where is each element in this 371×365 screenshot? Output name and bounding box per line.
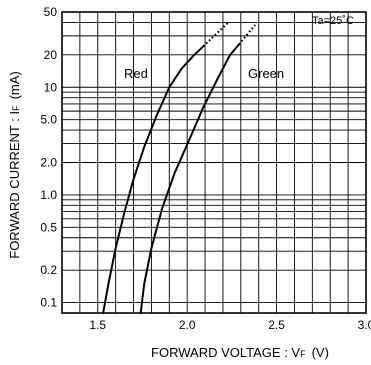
y-tick-label: 0.1: [40, 296, 57, 310]
y-axis-label-unit: (mA): [7, 71, 22, 99]
series-label-red: Red: [124, 66, 148, 81]
x-tick-label: 2.5: [268, 318, 285, 332]
y-tick-label: 0.2: [40, 263, 57, 277]
y-tick-label: 20: [44, 48, 58, 62]
y-tick-label: 5.0: [40, 113, 57, 127]
x-tick-label: 2.0: [179, 318, 196, 332]
grid-lines: [62, 11, 366, 313]
x-tick-label: 3.0: [358, 318, 371, 332]
series-label-green: Green: [248, 66, 284, 81]
y-tick-label: 2.0: [40, 156, 57, 170]
x-axis-label-main: FORWARD VOLTAGE : V: [151, 345, 300, 360]
x-axis-label: FORWARD VOLTAGE : VF (V): [151, 345, 329, 360]
y-tick-label: 0.5: [40, 220, 57, 234]
y-axis-label: FORWARD CURRENT : IF (mA): [7, 71, 22, 259]
x-axis-label-sub: F: [300, 349, 306, 359]
plot-frame: [61, 11, 367, 314]
y-tick-label: 50: [44, 5, 58, 19]
series-red-extension: [202, 21, 230, 48]
series-green-curve: [139, 43, 241, 314]
plot-border: [61, 11, 367, 314]
series-curves: [102, 21, 256, 314]
y-tick-label: 10: [44, 80, 58, 94]
series-green-extension: [238, 24, 256, 46]
y-axis-label-main: FORWARD CURRENT : I: [7, 111, 22, 259]
tick-labels: 1.5 2.0 2.5 3.0 0.1 0.2 0.5 1.0 2.0 5.0 10 20 50: [40, 5, 371, 332]
y-tick-label: 1.0: [40, 188, 57, 202]
x-tick-label: 1.5: [89, 318, 106, 332]
series-red-curve: [102, 45, 205, 314]
condition-annotation: Ta=25˚C: [312, 15, 354, 27]
x-axis-label-unit: (V): [312, 345, 329, 360]
y-axis-label-sub: F: [11, 105, 21, 111]
